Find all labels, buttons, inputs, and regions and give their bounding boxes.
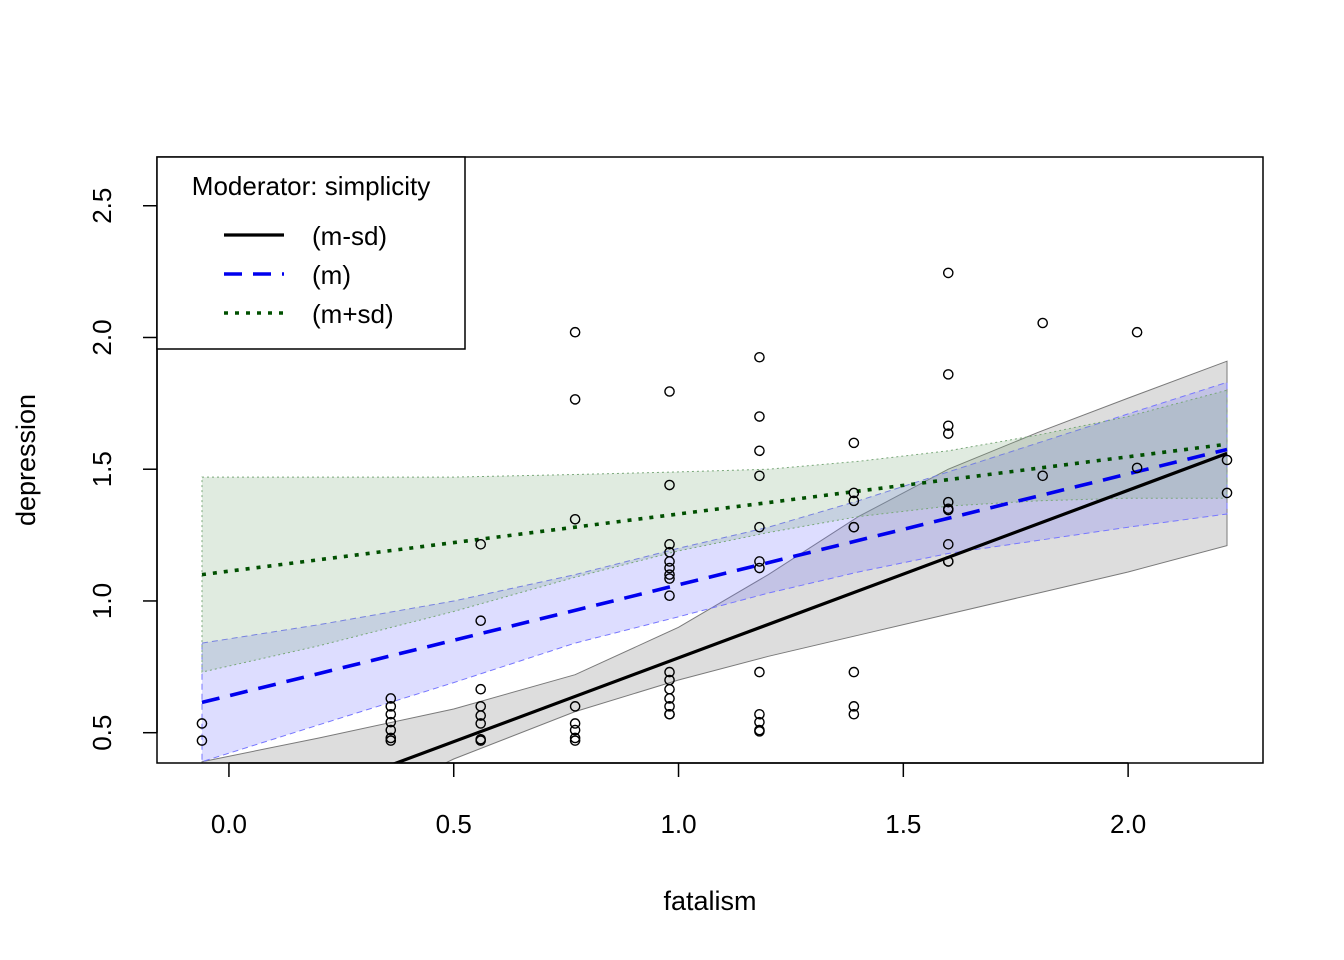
data-point [385, 732, 397, 744]
data-point [942, 556, 954, 567]
data-point [664, 573, 675, 584]
data-point [664, 590, 675, 601]
data-point [1037, 317, 1048, 329]
data-point [475, 710, 487, 721]
legend: Moderator: simplicity (m-sd) (m) (m+sd) [156, 156, 466, 350]
confidence-band-m-minus-sd [201, 360, 1228, 763]
fit-line-m [201, 447, 1228, 705]
x-axis-title: fatalism [663, 886, 756, 916]
data-point [754, 708, 765, 720]
y-tick-label: 2.5 [87, 188, 117, 224]
x-tick-label: 0.0 [211, 809, 247, 839]
data-point [385, 724, 397, 736]
data-point [664, 479, 675, 491]
data-point [475, 615, 487, 627]
data-point [569, 701, 581, 712]
data-point [754, 521, 765, 533]
data-point [385, 716, 397, 728]
legend-label-m-minus-sd: (m-sd) [312, 221, 387, 251]
fit-line-m-plus-sd [201, 442, 1228, 577]
data-point [569, 513, 581, 525]
data-point [475, 539, 487, 550]
data-point [942, 267, 954, 279]
data-point [1131, 462, 1143, 474]
data-point [848, 521, 860, 533]
data-point [754, 556, 765, 567]
data-point [848, 708, 860, 720]
data-point [848, 666, 860, 678]
data-point [754, 666, 765, 678]
data-point [1221, 487, 1233, 499]
data-point [754, 470, 765, 482]
legend-label-m-plus-sd: (m+sd) [312, 299, 394, 329]
data-point [664, 386, 675, 397]
data-point [942, 428, 954, 439]
fit-line-m-minus-sd [391, 451, 1228, 763]
y-tick-label: 2.0 [87, 319, 117, 355]
data-point [848, 701, 860, 712]
data-point [1221, 454, 1233, 466]
x-tick-label: 1.5 [885, 809, 921, 839]
x-tick-label: 2.0 [1110, 809, 1146, 839]
data-point [848, 495, 860, 507]
legend-label-m: (m) [312, 260, 351, 290]
data-point [385, 701, 397, 712]
data-point [569, 394, 581, 405]
y-axis-title: depression [11, 394, 41, 526]
legend-title: Moderator: simplicity [192, 171, 430, 201]
y-tick-label: 1.0 [87, 583, 117, 619]
data-point [1131, 326, 1143, 338]
data-point [754, 411, 765, 422]
confidence-band-m [201, 381, 1228, 763]
data-point [754, 351, 765, 363]
data-points [196, 267, 1233, 746]
data-point [569, 735, 581, 746]
data-point [385, 735, 397, 746]
data-point [664, 562, 675, 574]
data-point [942, 496, 954, 508]
data-point [754, 445, 765, 457]
data-point [569, 326, 581, 338]
data-point [664, 666, 675, 678]
data-point [664, 569, 675, 580]
data-point [848, 487, 860, 499]
data-point [196, 718, 208, 729]
data-point [1037, 470, 1048, 482]
y-tick-label: 1.5 [87, 451, 117, 487]
data-point [664, 556, 675, 567]
data-point [664, 539, 675, 550]
data-point [569, 718, 581, 729]
data-point [569, 732, 581, 744]
data-point [475, 683, 487, 695]
data-point [475, 735, 487, 746]
data-point [942, 420, 954, 432]
data-point [754, 562, 765, 574]
x-axis: 0.0 0.5 1.0 1.5 2.0 [211, 762, 1146, 839]
data-point [569, 724, 581, 736]
data-point [385, 693, 397, 704]
x-tick-label: 1.0 [660, 809, 696, 839]
data-point [475, 718, 487, 729]
fit-lines [201, 442, 1228, 763]
data-point [664, 708, 675, 720]
y-axis: 0.5 1.0 1.5 2.0 2.5 [87, 188, 158, 751]
x-tick-label: 0.5 [436, 809, 472, 839]
confidence-bands [201, 360, 1228, 763]
data-point [942, 504, 954, 516]
data-point [754, 726, 765, 737]
data-point [848, 437, 860, 449]
data-point [385, 708, 397, 720]
legend-box [156, 156, 466, 350]
data-point [196, 735, 208, 746]
data-point [664, 701, 675, 712]
data-point [942, 539, 954, 550]
data-point [664, 693, 675, 704]
data-point [942, 369, 954, 380]
y-tick-label: 0.5 [87, 715, 117, 751]
